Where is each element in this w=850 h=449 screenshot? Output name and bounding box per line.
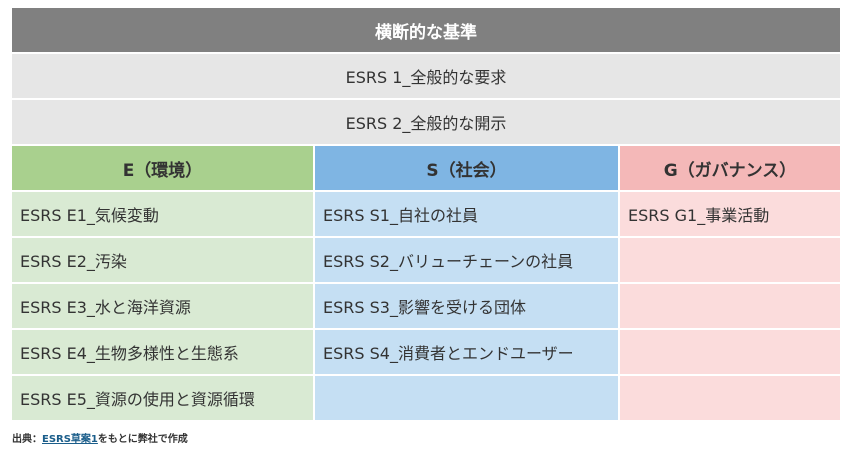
cell-g <box>620 284 840 328</box>
table-row: ESRS E2_汚染 ESRS S2_バリューチェーンの社員 <box>12 238 840 282</box>
table-row: ESRS E4_生物多様性と生態系 ESRS S4_消費者とエンドユーザー <box>12 330 840 374</box>
cross-cutting-esrs2: ESRS 2_全般的な開示 <box>12 100 840 144</box>
cell-g <box>620 330 840 374</box>
table-row: ESRS E1_気候変動 ESRS S1_自社の社員 ESRS G1_事業活動 <box>12 192 840 236</box>
cell-g <box>620 376 840 420</box>
esrs-standards-table: 横断的な基準 ESRS 1_全般的な要求 ESRS 2_全般的な開示 E（環境）… <box>12 8 840 422</box>
category-social: S（社会） <box>315 146 618 190</box>
cell-e: ESRS E2_汚染 <box>12 238 313 282</box>
source-suffix: をもとに弊社で作成 <box>97 434 188 445</box>
cell-e: ESRS E5_資源の使用と資源循環 <box>12 376 313 420</box>
cell-s <box>315 376 618 420</box>
table-row: ESRS E5_資源の使用と資源循環 <box>12 376 840 420</box>
cell-s: ESRS S2_バリューチェーンの社員 <box>315 238 618 282</box>
category-governance: G（ガバナンス） <box>620 146 840 190</box>
cross-cutting-esrs1: ESRS 1_全般的な要求 <box>12 54 840 98</box>
source-link[interactable]: ESRS草案1 <box>42 434 98 445</box>
cell-s: ESRS S3_影響を受ける団体 <box>315 284 618 328</box>
table-title: 横断的な基準 <box>12 8 840 52</box>
category-environment: E（環境） <box>12 146 313 190</box>
source-note: 出典：ESRS草案1をもとに弊社で作成 <box>12 430 188 445</box>
cell-e: ESRS E3_水と海洋資源 <box>12 284 313 328</box>
cell-s: ESRS S4_消費者とエンドユーザー <box>315 330 618 374</box>
cell-e: ESRS E1_気候変動 <box>12 192 313 236</box>
cell-g: ESRS G1_事業活動 <box>620 192 840 236</box>
cell-s: ESRS S1_自社の社員 <box>315 192 618 236</box>
cell-e: ESRS E4_生物多様性と生態系 <box>12 330 313 374</box>
source-prefix: 出典： <box>12 434 42 445</box>
cell-g <box>620 238 840 282</box>
table-row: ESRS E3_水と海洋資源 ESRS S3_影響を受ける団体 <box>12 284 840 328</box>
